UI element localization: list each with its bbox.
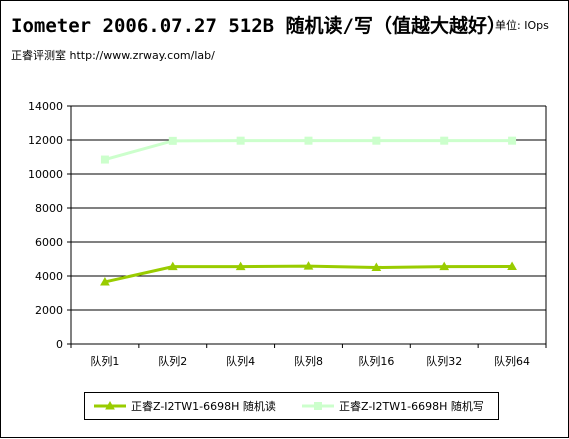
legend-swatch xyxy=(94,400,126,410)
data-point xyxy=(168,136,177,145)
x-tick-label: 队列32 xyxy=(426,354,462,368)
y-tick-label: 8000 xyxy=(35,202,63,215)
legend-label: 正睿Z-I2TW1-6698H 随机写 xyxy=(339,400,484,413)
x-tick-label: 队列8 xyxy=(294,354,323,368)
y-tick-label: 6000 xyxy=(35,236,63,249)
data-point xyxy=(304,136,313,145)
chart-legend: 正睿Z-I2TW1-6698H 随机读 正睿Z-I2TW1-6698H 随机写 xyxy=(84,392,499,420)
data-point xyxy=(508,136,517,145)
x-tick-label: 队列16 xyxy=(358,354,394,368)
legend-swatch xyxy=(302,402,334,410)
x-tick-label: 队列1 xyxy=(90,354,119,368)
data-point xyxy=(440,136,449,145)
legend-item: 正睿Z-I2TW1-6698H 随机写 xyxy=(301,393,484,419)
data-point xyxy=(372,136,381,145)
x-tick-label: 队列4 xyxy=(226,354,255,368)
data-point xyxy=(100,276,110,286)
data-point xyxy=(167,261,178,271)
legend-item: 正睿Z-I2TW1-6698H 随机读 xyxy=(93,393,276,419)
data-point xyxy=(303,261,314,270)
data-point xyxy=(507,261,517,270)
y-tick-label: 12000 xyxy=(28,134,63,147)
y-tick-label: 2000 xyxy=(35,304,63,317)
data-point xyxy=(236,136,245,145)
y-tick-label: 10000 xyxy=(28,168,63,181)
x-tick-label: 队列64 xyxy=(494,354,530,368)
data-point xyxy=(235,261,246,271)
chart-title: Iometer 2006.07.27 512B 随机读/写（值越大越好） xyxy=(11,15,506,37)
data-point xyxy=(371,262,382,271)
x-tick-label: 队列2 xyxy=(158,354,187,368)
data-point xyxy=(100,155,109,164)
y-tick-label: 14000 xyxy=(28,100,63,113)
source-label: 正睿评测室 http://www.zrway.com/lab/ xyxy=(11,49,215,62)
unit-label: 单位: IOps xyxy=(495,19,549,32)
legend-label: 正睿Z-I2TW1-6698H 随机读 xyxy=(131,400,276,413)
y-tick-label: 0 xyxy=(56,338,63,351)
y-tick-label: 4000 xyxy=(35,270,63,283)
data-point xyxy=(439,261,450,271)
